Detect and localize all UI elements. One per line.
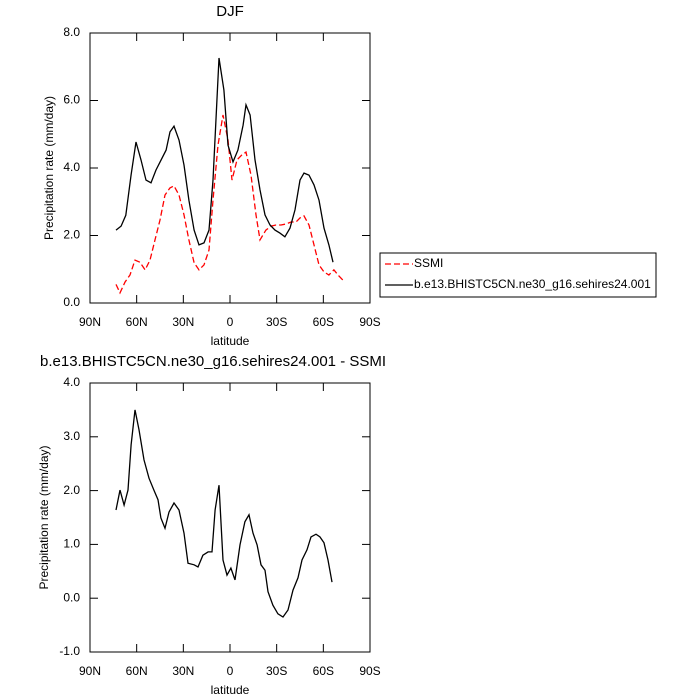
x-tick-label: 30N [172, 664, 194, 678]
y-tick-label: 8.0 [63, 25, 80, 39]
x-axis-label: latitude [211, 683, 250, 697]
x-tick-label: 30S [266, 315, 287, 329]
legend-label: SSMI [414, 256, 443, 270]
x-tick-label: 0 [227, 664, 234, 678]
y-tick-label: 1.0 [63, 537, 80, 551]
y-axis-label: Precipitation rate (mm/day) [37, 445, 51, 589]
x-tick-label: 90N [79, 664, 101, 678]
y-tick-label: 0.0 [63, 590, 80, 604]
legend-box [379, 252, 657, 298]
y-tick-label: 3.0 [63, 429, 80, 443]
y-tick-label: 6.0 [63, 93, 80, 107]
plot-frame [89, 32, 371, 304]
x-tick-label: 60S [313, 664, 334, 678]
x-tick-label: 60N [126, 664, 148, 678]
y-tick-label: 0.0 [63, 295, 80, 309]
chart-title: b.e13.BHISTC5CN.ne30_g16.sehires24.001 -… [40, 353, 386, 370]
data-line [115, 114, 344, 295]
plot-frame [89, 382, 371, 653]
y-tick-label: -1.0 [59, 644, 80, 658]
x-tick-label: 90S [359, 315, 380, 329]
y-tick-label: 2.0 [63, 483, 80, 497]
x-tick-label: 90N [79, 315, 101, 329]
x-tick-label: 0 [227, 315, 234, 329]
data-line [115, 409, 333, 618]
y-tick-label: 4.0 [63, 375, 80, 389]
y-tick-label: 2.0 [63, 228, 80, 242]
x-tick-label: 30S [266, 664, 287, 678]
x-tick-label: 60N [126, 315, 148, 329]
y-axis-label: Precipitation rate (mm/day) [42, 96, 56, 240]
chart-title: DJF [216, 3, 244, 20]
x-axis-label: latitude [211, 334, 250, 348]
data-line [115, 57, 334, 263]
y-tick-label: 4.0 [63, 160, 80, 174]
x-tick-label: 90S [359, 664, 380, 678]
legend-label: b.e13.BHISTC5CN.ne30_g16.sehires24.001 [414, 277, 651, 291]
x-tick-label: 60S [313, 315, 334, 329]
x-tick-label: 30N [172, 315, 194, 329]
